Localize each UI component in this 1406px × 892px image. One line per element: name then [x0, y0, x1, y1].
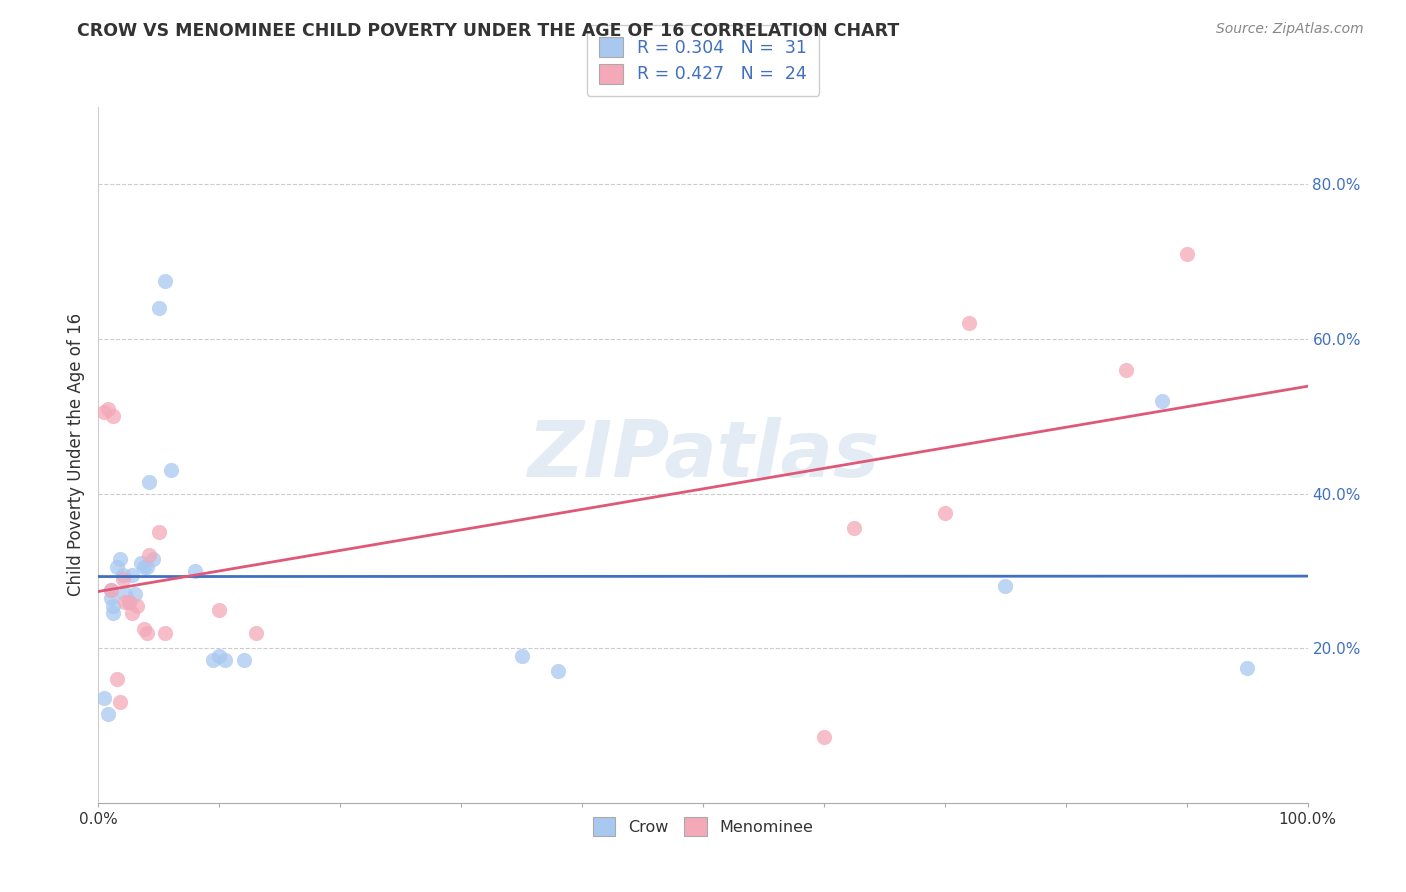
Y-axis label: Child Poverty Under the Age of 16: Child Poverty Under the Age of 16	[66, 313, 84, 597]
Point	[114, 587, 136, 601]
Point	[121, 607, 143, 621]
Point	[957, 317, 980, 331]
Point	[148, 301, 170, 315]
Point	[153, 625, 176, 640]
Point	[129, 556, 152, 570]
Point	[934, 506, 956, 520]
Point	[184, 564, 207, 578]
Point	[100, 583, 122, 598]
Point	[134, 560, 156, 574]
Text: Source: ZipAtlas.com: Source: ZipAtlas.com	[1216, 22, 1364, 37]
Point	[118, 595, 141, 609]
Point	[160, 463, 183, 477]
Point	[93, 691, 115, 706]
Point	[1115, 363, 1137, 377]
Point	[510, 648, 533, 663]
Point	[93, 405, 115, 419]
Point	[111, 572, 134, 586]
Point	[232, 653, 254, 667]
Point	[135, 560, 157, 574]
Point	[1236, 660, 1258, 674]
Point	[547, 665, 569, 679]
Point	[994, 579, 1017, 593]
Point	[153, 274, 176, 288]
Point	[118, 595, 141, 609]
Point	[214, 653, 236, 667]
Point	[208, 648, 231, 663]
Point	[134, 622, 156, 636]
Point	[135, 625, 157, 640]
Point	[844, 521, 866, 535]
Point	[148, 525, 170, 540]
Point	[108, 695, 131, 709]
Point	[142, 552, 165, 566]
Point	[105, 560, 128, 574]
Legend: Crow, Menominee: Crow, Menominee	[585, 809, 821, 844]
Point	[108, 552, 131, 566]
Point	[114, 595, 136, 609]
Point	[121, 567, 143, 582]
Point	[813, 730, 835, 744]
Point	[1175, 247, 1198, 261]
Point	[1152, 393, 1174, 408]
Point	[97, 706, 120, 721]
Point	[101, 599, 124, 613]
Point	[245, 625, 267, 640]
Text: ZIPatlas: ZIPatlas	[527, 417, 879, 493]
Point	[105, 672, 128, 686]
Point	[208, 602, 231, 616]
Point	[100, 591, 122, 605]
Point	[101, 607, 124, 621]
Point	[124, 587, 146, 601]
Text: CROW VS MENOMINEE CHILD POVERTY UNDER THE AGE OF 16 CORRELATION CHART: CROW VS MENOMINEE CHILD POVERTY UNDER TH…	[77, 22, 900, 40]
Point	[100, 583, 122, 598]
Point	[127, 599, 149, 613]
Point	[138, 475, 160, 489]
Point	[97, 401, 120, 416]
Point	[101, 409, 124, 424]
Point	[202, 653, 225, 667]
Point	[138, 549, 160, 563]
Point	[111, 567, 134, 582]
